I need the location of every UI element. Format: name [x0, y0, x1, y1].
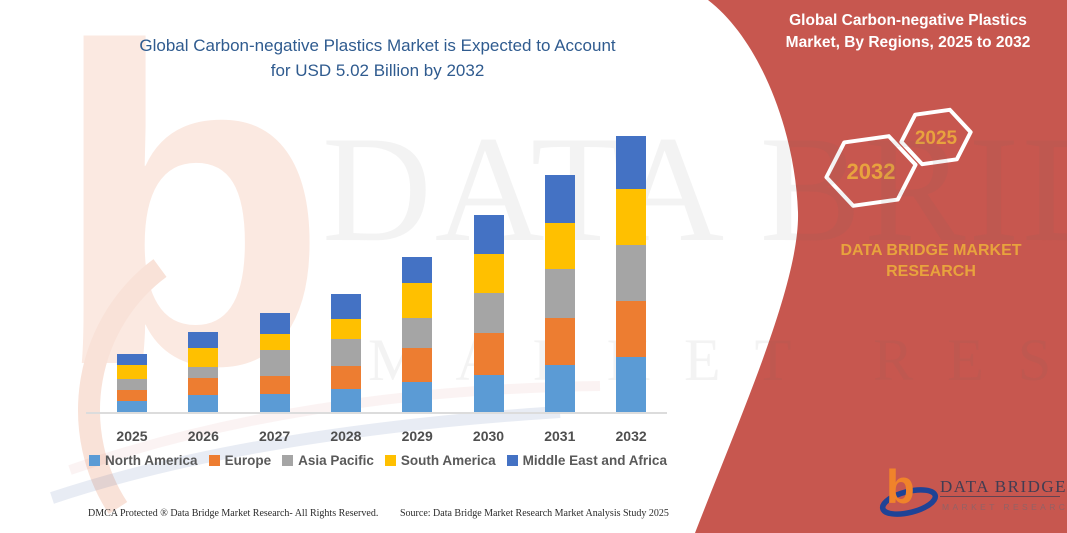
bar-segment	[330, 388, 361, 412]
bar-segment	[473, 333, 504, 376]
bar-segment	[259, 333, 290, 350]
stacked-bar-2027	[259, 313, 290, 412]
chart-legend: North America Europe Asia Pacific South Ame…	[88, 453, 668, 468]
bar-segment	[330, 365, 361, 389]
side-panel-title-line2: Market, By Regions, 2025 to 2032	[785, 34, 1031, 51]
bar-segment	[330, 294, 361, 320]
bar-segment	[117, 401, 147, 412]
stacked-bar-2028	[330, 294, 361, 412]
bar-segment	[259, 313, 290, 334]
brand-name-text: DATA BRIDGE MARKET RESEARCH	[800, 240, 1062, 282]
legend-swatch-icon	[282, 455, 294, 466]
side-panel-title: Global Carbon-negative Plastics Market, …	[752, 10, 1064, 54]
bar-segment	[402, 318, 433, 348]
chart-title-line2: for USD 5.02 Billion by 2032	[270, 61, 485, 80]
legend-item: Europe	[208, 453, 272, 468]
bar-segment	[544, 318, 575, 366]
x-axis-label: 2025	[116, 428, 148, 444]
bar-segment	[188, 332, 219, 349]
x-axis-label: 2029	[401, 428, 433, 444]
bar-segment	[259, 393, 290, 412]
legend-label: Middle East and Africa	[522, 453, 667, 468]
bar-segment	[616, 357, 647, 412]
x-axis-label: 2028	[330, 428, 362, 444]
legend-swatch-icon	[506, 455, 518, 466]
logo-sub-text: MARKET RESEARCH	[942, 502, 1066, 512]
bar-segment	[117, 354, 147, 366]
bar-segment	[402, 256, 433, 284]
footer-source-text: Source: Data Bridge Market Research Mark…	[400, 508, 669, 519]
bar-segment	[330, 338, 361, 366]
bar-segment	[402, 283, 433, 319]
x-axis-line	[86, 412, 667, 414]
bar-segment	[473, 253, 504, 293]
stacked-bar-2032	[616, 135, 647, 412]
stacked-bar-2031	[544, 174, 575, 412]
x-axis-label: 2032	[615, 428, 647, 444]
legend-label: South America	[400, 453, 496, 468]
bar-segment	[117, 365, 147, 379]
bar-segment	[616, 244, 647, 301]
watermark-text-line1: DATA BRIDGE	[322, 105, 1067, 273]
legend-item: Asia Pacific	[282, 453, 374, 468]
legend-label: Europe	[224, 453, 272, 468]
logo-b-icon: b	[886, 460, 915, 513]
chart-title: Global Carbon-negative Plastics Market i…	[85, 33, 670, 83]
chart-title-line1: Global Carbon-negative Plastics Market i…	[139, 36, 616, 55]
stacked-bar-2030	[473, 214, 504, 412]
bar-segment	[402, 347, 433, 383]
side-panel-title-line1: Global Carbon-negative Plastics	[789, 12, 1027, 29]
bar-segment	[188, 377, 219, 395]
x-axis-label: 2031	[544, 428, 576, 444]
bar-segment	[259, 349, 290, 376]
bar-segment	[330, 319, 361, 339]
x-axis-label: 2027	[259, 428, 291, 444]
stacked-bar-2029	[402, 256, 433, 412]
x-axis-label: 2030	[472, 428, 505, 444]
legend-swatch-icon	[89, 455, 101, 466]
bar-segment	[544, 269, 575, 319]
bar-segment	[473, 292, 504, 334]
hexagon-badge-2032: 2032	[824, 134, 918, 208]
legend-swatch-icon	[384, 455, 396, 466]
stacked-bar-2026	[188, 332, 219, 412]
brand-name-line1: DATA BRIDGE MARKET	[840, 242, 1022, 259]
logo-name-text: DATA BRIDGE	[940, 477, 1066, 496]
hexagon-year-start: 2025	[915, 128, 958, 149]
bar-segment	[544, 365, 575, 412]
x-axis-label: 2026	[187, 428, 219, 444]
bar-segment	[402, 382, 433, 412]
bar-segment	[616, 135, 647, 189]
legend-item: Middle East and Africa	[506, 453, 667, 468]
bar-segment	[188, 394, 219, 412]
logo-swoosh-icon	[879, 487, 939, 517]
footer-dmca-text: DMCA Protected ® Data Bridge Market Rese…	[88, 508, 379, 519]
legend-swatch-icon	[208, 455, 220, 466]
bar-segment	[117, 390, 147, 401]
bar-segment	[259, 375, 290, 394]
bar-segment	[544, 174, 575, 223]
hexagon-badge-2025: 2025	[899, 107, 973, 167]
side-panel-background	[695, 0, 1067, 533]
bar-segment	[117, 379, 147, 390]
bar-segment	[188, 366, 219, 378]
legend-label: Asia Pacific	[298, 453, 374, 468]
bar-segment	[616, 300, 647, 357]
bar-segment	[616, 188, 647, 245]
legend-label: North America	[105, 453, 198, 468]
bar-segment	[544, 222, 575, 270]
legend-item: North America	[89, 453, 198, 468]
brand-name-line2: RESEARCH	[886, 263, 976, 280]
stacked-bar-2025	[117, 354, 147, 412]
bar-chart: 2025 2026 2027 2028 2029 2030 2031 2032	[86, 118, 667, 444]
hexagon-year-end: 2032	[847, 159, 896, 184]
company-logo: b DATA BRIDGE MARKET RESEARCH	[876, 457, 1067, 530]
bar-segment	[473, 375, 504, 412]
legend-item: South America	[384, 453, 496, 468]
bar-segment	[188, 348, 219, 367]
bar-segment	[473, 214, 504, 254]
